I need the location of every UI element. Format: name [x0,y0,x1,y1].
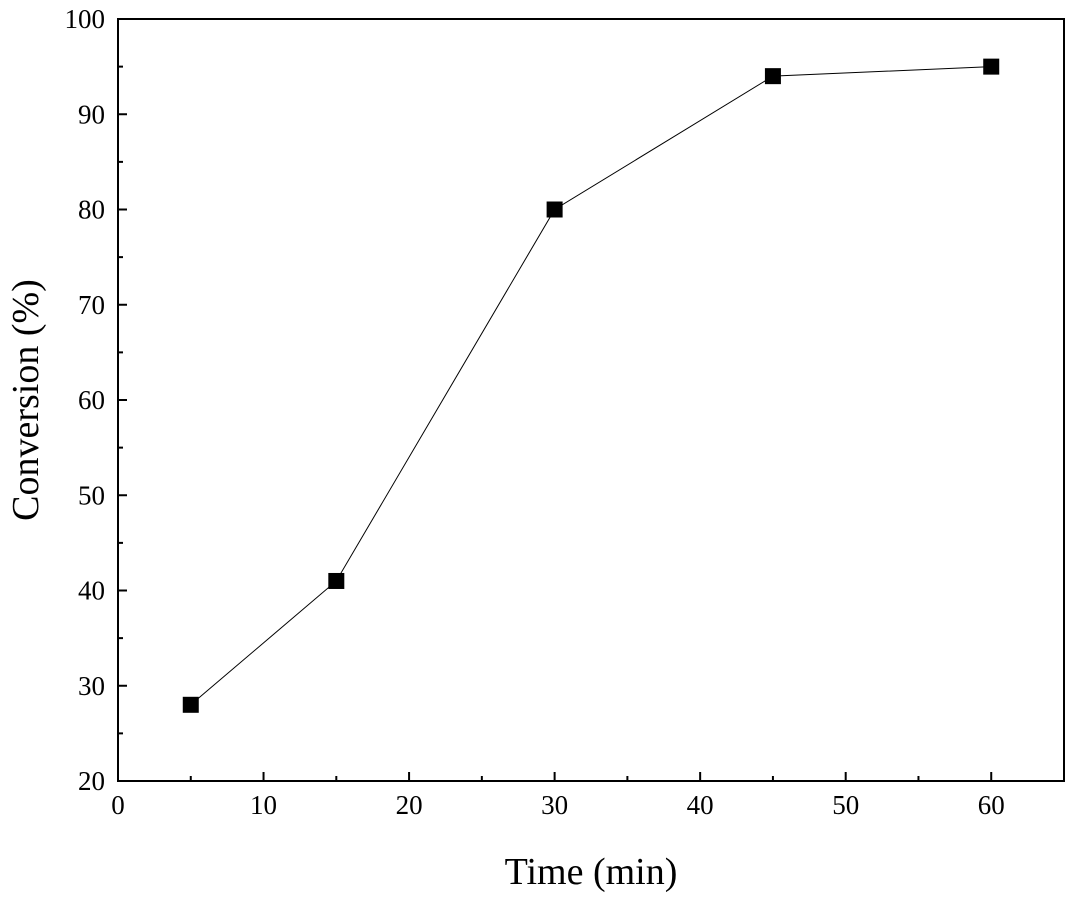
x-tick-label: 50 [832,790,859,820]
y-tick-label: 100 [65,4,106,34]
x-tick-label: 60 [978,790,1005,820]
y-tick-label: 20 [78,766,105,796]
x-tick-label: 30 [541,790,568,820]
data-point-marker [182,696,199,713]
axis-ticks [117,18,993,782]
y-tick-label: 50 [78,480,105,510]
data-point-marker [546,201,563,218]
y-tick-label: 90 [78,99,105,129]
x-tick-label: 10 [250,790,277,820]
x-tick-label: 0 [111,790,125,820]
data-point-marker [764,68,781,85]
y-tick-label: 70 [78,290,105,320]
y-axis-title: Conversion (%) [5,279,47,521]
axis-tick-labels: 0 10 20 30 40 50 60 20 30 40 50 60 70 80 90 100 [65,4,1005,820]
y-tick-label: 30 [78,671,105,701]
y-tick-label: 40 [78,576,105,606]
data-markers [182,58,1000,713]
x-axis-title: Time (min) [505,851,678,893]
series-line [190,66,992,706]
plot-frame [117,18,1065,782]
y-tick-label: 60 [78,385,105,415]
x-tick-label: 40 [687,790,714,820]
data-point-marker [328,572,345,589]
x-tick-label: 20 [396,790,423,820]
y-tick-label: 80 [78,195,105,225]
data-point-marker [983,58,1000,75]
